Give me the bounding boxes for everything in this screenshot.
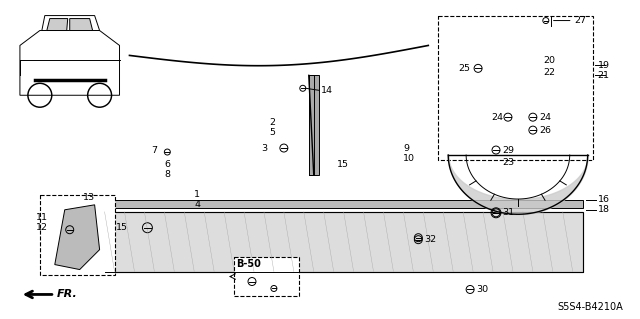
Text: 19: 19 (598, 61, 610, 70)
Text: 6: 6 (164, 160, 170, 169)
Text: 9: 9 (403, 144, 410, 152)
Text: 20: 20 (543, 56, 555, 65)
Text: 2: 2 (269, 118, 275, 127)
Polygon shape (55, 205, 100, 270)
Text: 4: 4 (194, 200, 200, 209)
Bar (234, 256, 299, 296)
Text: 22: 22 (543, 68, 555, 77)
Bar (40, 195, 115, 275)
Text: S5S4-B4210A: S5S4-B4210A (558, 302, 623, 312)
Text: FR.: FR. (57, 289, 77, 300)
Text: 23: 23 (502, 159, 514, 167)
Text: 15: 15 (337, 160, 349, 169)
Text: 30: 30 (476, 285, 488, 294)
Text: 24: 24 (539, 113, 551, 122)
Text: B-50: B-50 (236, 259, 261, 269)
Text: 13: 13 (83, 193, 95, 202)
Text: 15: 15 (115, 223, 127, 232)
Text: 31: 31 (502, 208, 514, 217)
Text: 3: 3 (261, 144, 267, 152)
Text: 27: 27 (575, 16, 587, 25)
Polygon shape (47, 19, 68, 31)
Text: 24: 24 (491, 113, 503, 122)
Text: 21: 21 (598, 71, 610, 80)
Polygon shape (308, 75, 319, 175)
Text: 18: 18 (598, 205, 610, 214)
Text: 5: 5 (269, 128, 275, 137)
Text: 25: 25 (458, 64, 470, 73)
Text: 26: 26 (539, 126, 551, 135)
Text: 16: 16 (598, 195, 610, 204)
Polygon shape (20, 31, 120, 95)
Bar (438, 16, 593, 160)
Text: 11: 11 (36, 213, 48, 222)
Text: 10: 10 (403, 153, 415, 162)
Text: 1: 1 (194, 190, 200, 199)
Bar (104, 200, 582, 208)
Text: 8: 8 (164, 170, 170, 180)
Text: 29: 29 (502, 145, 514, 154)
Polygon shape (70, 19, 93, 31)
Text: 12: 12 (36, 223, 48, 232)
Text: 32: 32 (424, 235, 436, 244)
Polygon shape (42, 16, 100, 31)
Bar (104, 212, 582, 271)
Text: 14: 14 (321, 86, 333, 95)
Text: 7: 7 (152, 145, 157, 154)
